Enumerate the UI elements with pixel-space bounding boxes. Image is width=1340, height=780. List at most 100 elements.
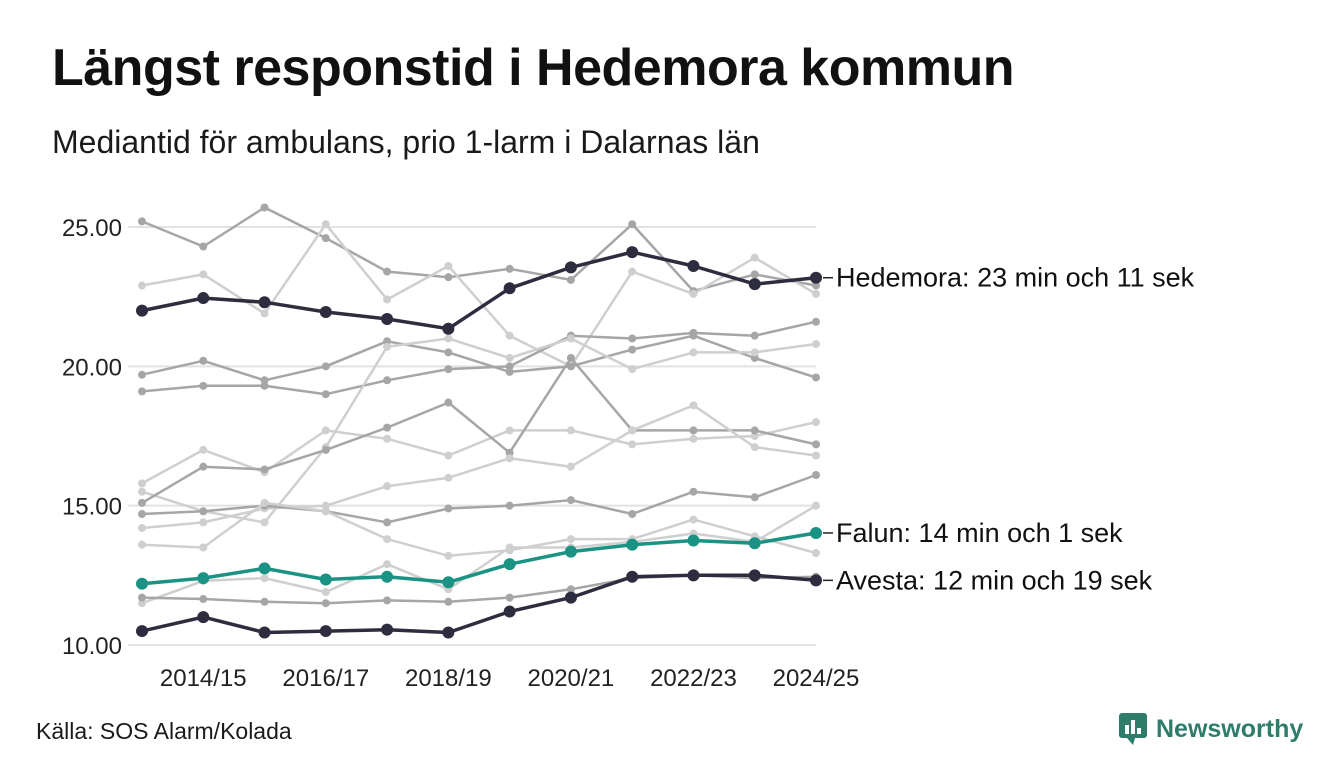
context-data-point [628,334,637,343]
context-data-point [505,426,514,435]
context-data-point [444,262,453,271]
context-data-point [566,585,575,594]
falun-data-point [748,537,761,550]
hedemora-data-point [319,305,332,318]
context-data-point [505,454,514,463]
avesta-data-point [810,574,822,587]
context-data-point [750,353,759,362]
context-data-point [812,418,820,427]
context-data-point [812,340,820,349]
context-data-point [138,217,146,226]
context-series-line [141,501,817,558]
context-data-point [689,348,698,357]
context-data-point [689,487,698,496]
context-data-point [566,353,575,362]
context-data-point [812,451,820,460]
context-data-point [566,426,575,435]
context-series-line [141,473,817,524]
context-data-point [689,434,698,443]
grid-lines [128,226,816,646]
context-data-point [321,599,330,608]
context-data-point [321,234,330,243]
avesta-data-point [381,623,394,636]
context-data-point [138,593,146,602]
x-axis-ticks: 2014/15 2016/17 2018/19 2020/21 2022/23 2024/… [160,665,859,692]
hedemora-data-point [197,292,210,305]
context-series [138,203,820,608]
falun-series-line [141,531,817,586]
context-data-point [383,267,392,276]
context-data-point [628,267,637,276]
avesta-series-label: Avesta: 12 min och 19 sek [836,565,1153,595]
context-data-point [199,356,208,365]
context-data-point [750,270,759,279]
context-data-point [628,345,637,354]
hedemora-data-point [381,312,394,325]
source-note: Källa: SOS Alarm/Kolada [36,718,292,744]
context-data-point [260,381,269,390]
context-data-point [260,574,269,583]
context-data-point [750,331,759,340]
context-data-point [321,426,330,435]
context-data-point [138,540,146,549]
context-data-point [750,443,759,452]
context-data-point [383,295,392,304]
context-data-point [383,560,392,569]
hedemora-data-point [748,278,761,291]
context-data-point [689,289,698,298]
x-tick-label: 2024/25 [773,665,860,692]
avesta-data-point [503,605,516,618]
context-data-point [321,445,330,454]
context-data-point [812,289,820,298]
context-data-point [505,448,514,457]
context-data-point [138,370,146,379]
context-series-line [141,356,817,504]
brand-name: Newsworthy [1156,714,1304,743]
context-data-point [444,334,453,343]
context-data-point [260,465,269,474]
context-series-line [141,504,817,605]
context-data-point [566,535,575,544]
y-tick-label: 15.00 [62,494,122,521]
context-data-point [383,518,392,527]
avesta-data-point [626,570,639,583]
context-data-point [260,518,269,527]
hedemora-series-line [141,250,817,331]
context-data-point [444,398,453,407]
context-data-point [321,507,330,516]
context-data-point [505,367,514,376]
falun-data-point [381,570,394,583]
avesta-data-point [687,569,700,582]
context-series-line [141,404,817,530]
context-data-point [566,362,575,371]
falun-data-point [197,572,210,585]
context-data-point [566,334,575,343]
context-data-point [321,220,330,229]
falun-series-label: Falun: 14 min och 1 sek [836,518,1123,548]
hedemora-data-point [626,246,639,259]
context-data-point [505,353,514,362]
context-data-point [812,317,820,326]
context-data-point [199,595,208,604]
context-data-point [383,423,392,432]
x-tick-label: 2022/23 [650,665,737,692]
x-tick-label: 2014/15 [160,665,247,692]
context-data-point [628,365,637,374]
context-data-point [383,342,392,351]
falun-data-point [442,576,455,589]
context-data-point [321,390,330,399]
context-series-line [141,334,817,382]
hedemora-data-point [136,304,148,317]
context-data-point [199,543,208,552]
avesta-data-point [136,625,148,638]
hedemora-data-point [564,261,577,274]
context-data-point [383,482,392,491]
context-data-point [750,253,759,262]
context-data-point [138,487,146,496]
hedemora-data-point [687,260,700,273]
falun-data-point [319,573,332,586]
context-data-point [444,504,453,513]
context-data-point [444,365,453,374]
context-data-point [750,426,759,435]
context-data-point [199,242,208,251]
